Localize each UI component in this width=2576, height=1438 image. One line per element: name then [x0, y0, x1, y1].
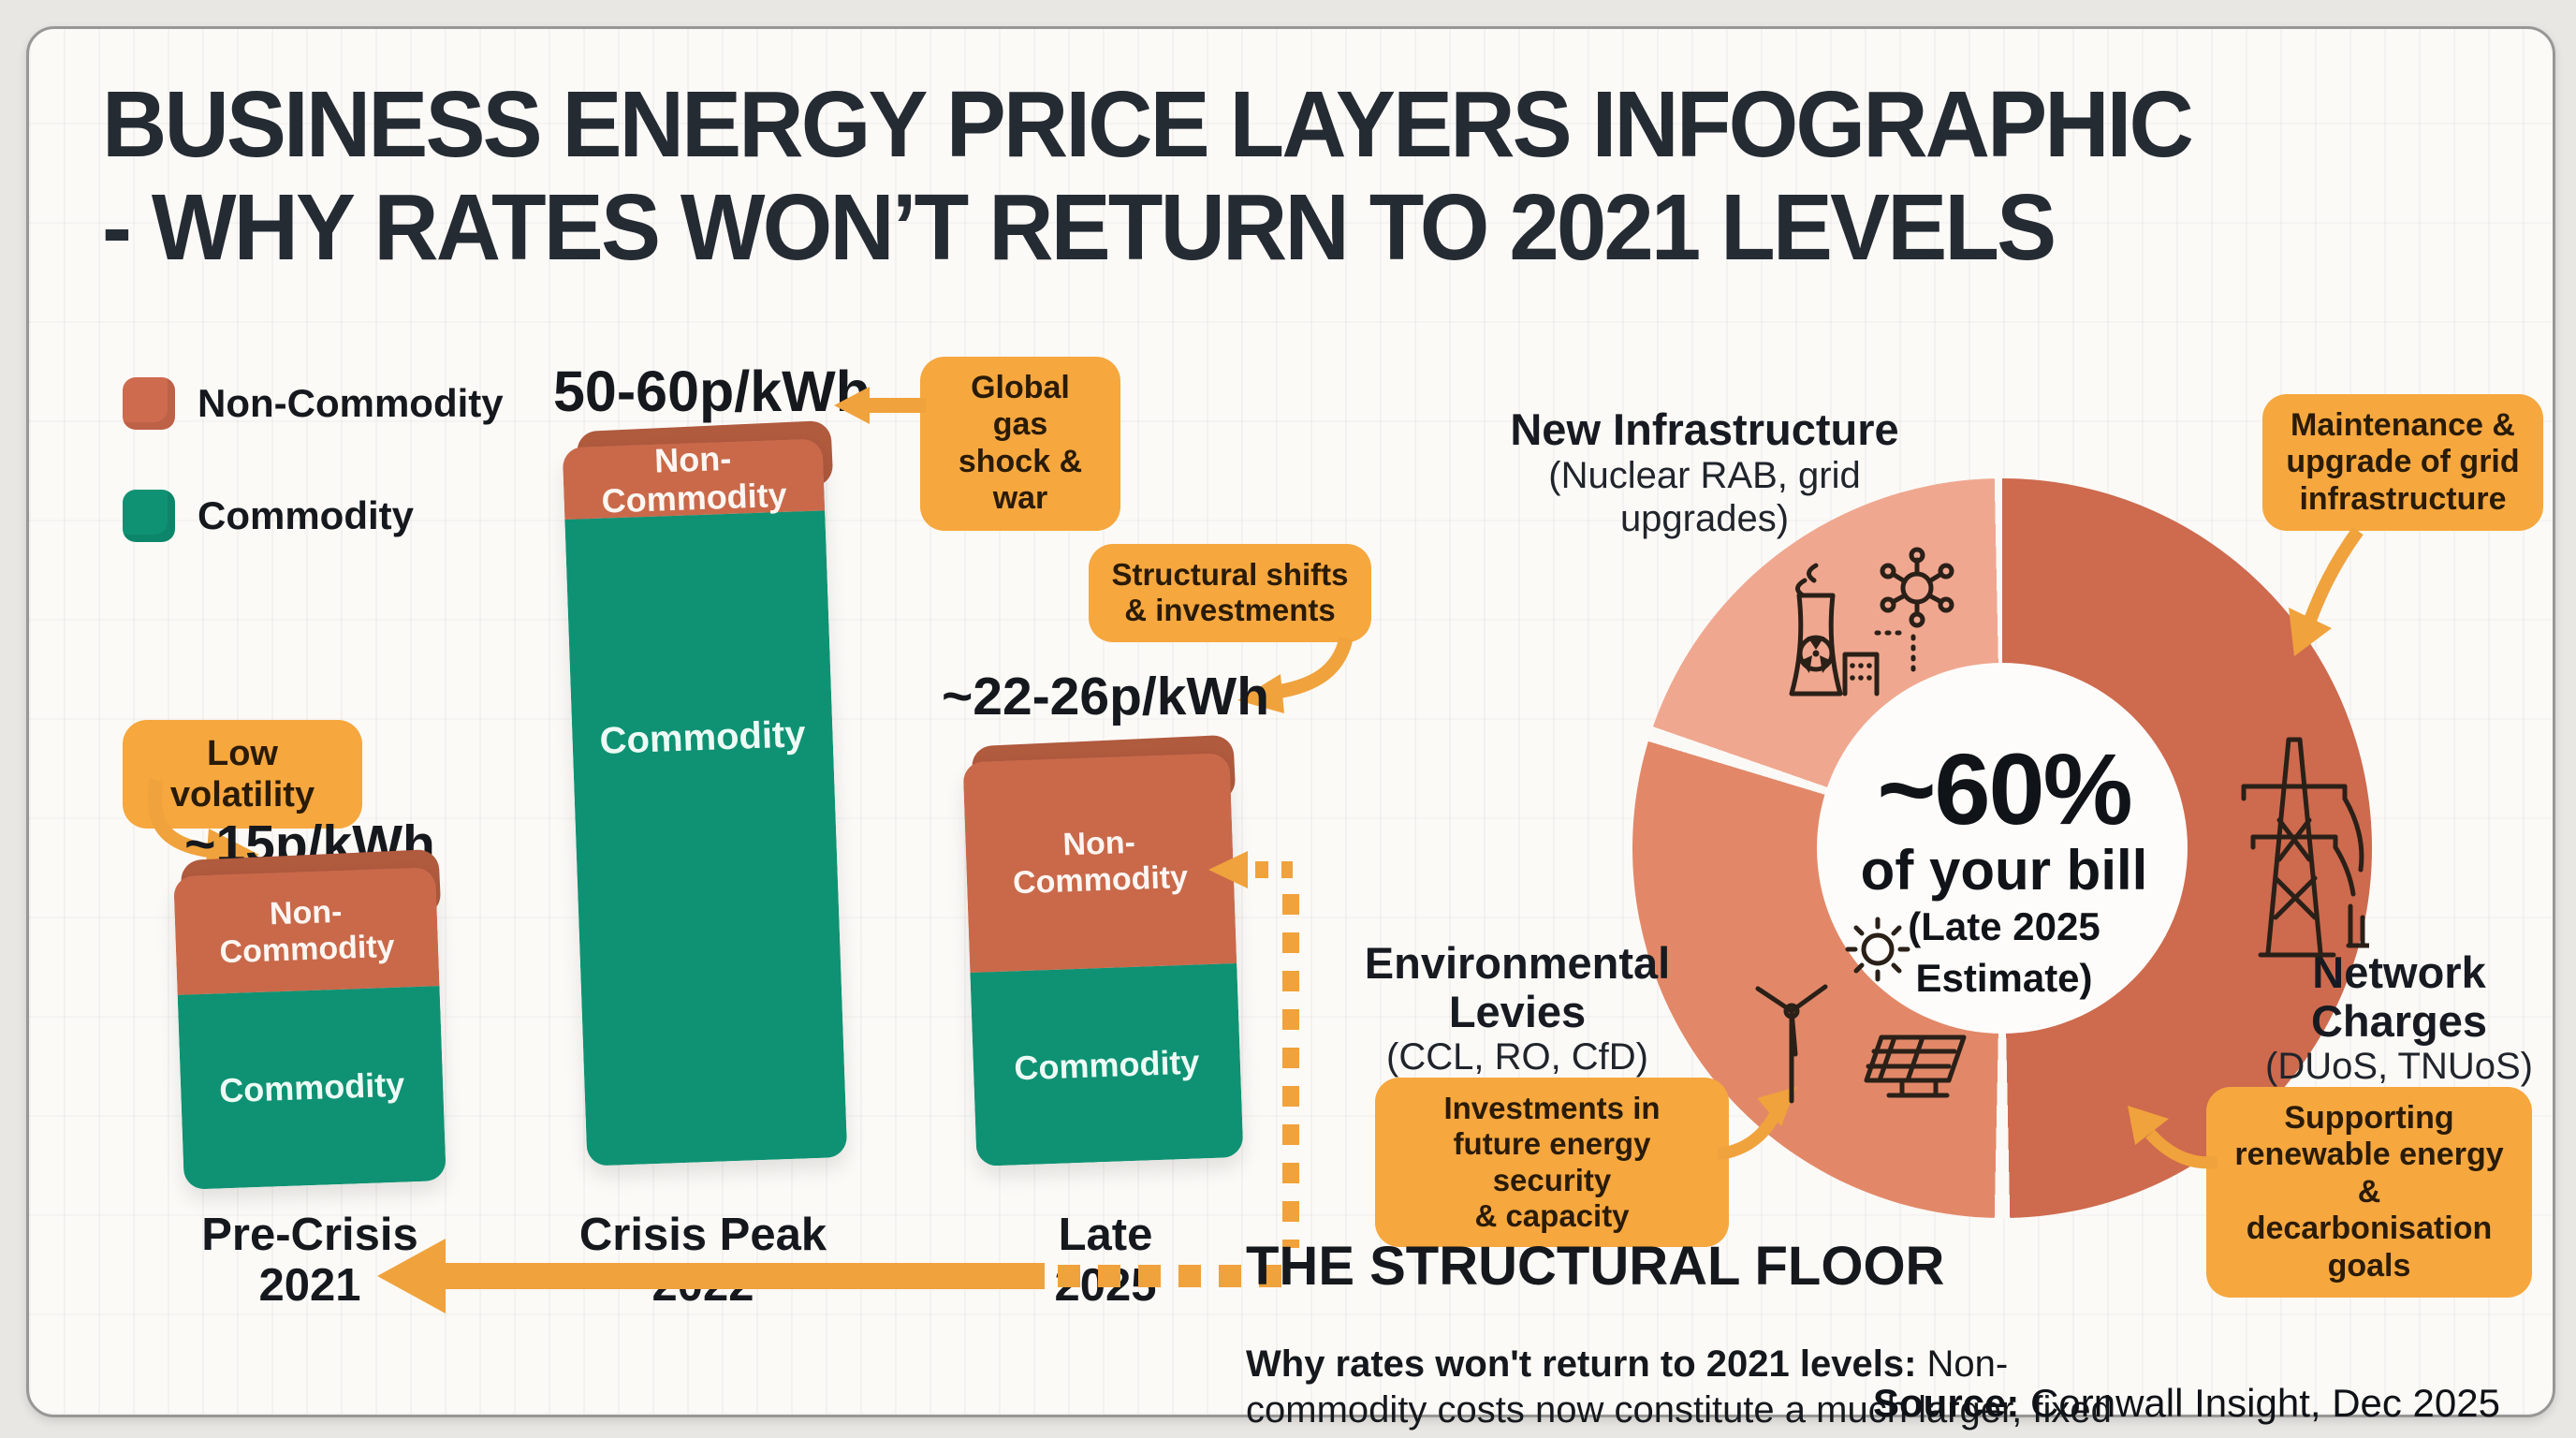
bar-value-label: ~22-26p/kWh	[942, 667, 1270, 726]
structural-floor-body-lead: Why rates won't return to 2021 levels:	[1246, 1343, 1917, 1385]
page-title-line2: - WHY RATES WON’T RETURN TO 2021 LEVELS	[102, 175, 2056, 280]
donut-label-new-infrastructure: New Infrastructure (Nuclear RAB, grid up…	[1424, 405, 1985, 540]
source-text: Cornwall Insight, Dec 2025	[2019, 1381, 2500, 1425]
structural-floor-arrow-icon	[377, 851, 1299, 1313]
non-commodity-swatch	[123, 377, 175, 430]
section-title: Network Charges	[2310, 947, 2488, 1046]
donut-label-environmental-levies: Environmental Levies (CCL, RO, CfD)	[1330, 939, 1705, 1078]
nuclear-plant-icon	[1789, 547, 1954, 697]
bar-value-label: 50-60p/kWh	[553, 360, 871, 423]
legend-label: Non-Commodity	[198, 381, 504, 425]
structural-shifts-callout: Structural shifts & investments	[1089, 544, 1371, 642]
investments-callout: Investments in future energy security & …	[1375, 1078, 1729, 1248]
maintenance-arrow-icon	[2289, 526, 2364, 656]
source-label: Source:	[1873, 1381, 2020, 1425]
bar-segment-non-commodity: Non-Commodity	[562, 438, 826, 521]
legend-item-commodity: Commodity	[123, 490, 414, 542]
section-subtitle: (CCL, RO, CfD)	[1386, 1036, 1648, 1078]
structural-floor-body-rest: Non-commodity costs now constitute a muc…	[1246, 1343, 2112, 1438]
global-gas-callout: Global gas shock & war	[920, 357, 1120, 531]
legend-item-non-commodity: Non-Commodity	[123, 377, 504, 430]
bar-category-label: Pre-Crisis 2021	[201, 1210, 418, 1311]
structural-floor-body: Why rates won't return to 2021 levels: N…	[1246, 1342, 2182, 1438]
section-title: Environmental Levies	[1364, 938, 1671, 1036]
legend-label: Commodity	[198, 493, 414, 537]
donut-percentage: ~60%	[1877, 732, 2132, 845]
donut-center-line3: (Late 2025 Estimate)	[1908, 904, 2100, 1000]
supporting-renewables-arrow-icon	[2128, 1106, 2218, 1169]
structural-shifts-arrow-icon	[1237, 637, 1354, 713]
page-title-line1: BUSINESS ENERGY PRICE LAYERS INFOGRAPHIC	[102, 72, 2194, 177]
infographic-card: BUSINESS ENERGY PRICE LAYERS INFOGRAPHIC…	[26, 26, 2555, 1438]
source-attribution: Source: Cornwall Insight, Dec 2025	[1873, 1381, 2500, 1426]
renewables-icon	[1755, 917, 1967, 1104]
global-gas-arrow-icon	[834, 387, 926, 424]
donut-label-network-charges: Network Charges (DUoS, TNUoS)	[2212, 948, 2576, 1088]
donut-center-line2: of your bill	[1860, 839, 2148, 902]
structural-floor-heading: THE STRUCTURAL FLOOR	[1246, 1236, 1945, 1297]
section-subtitle: (DUoS, TNUoS)	[2265, 1046, 2533, 1088]
investments-arrow-icon	[1716, 1087, 1796, 1161]
maintenance-callout: Maintenance & upgrade of grid infrastruc…	[2262, 394, 2543, 532]
section-subtitle: (Nuclear RAB, grid upgrades)	[1548, 454, 1861, 539]
commodity-swatch	[123, 490, 175, 542]
donut-center-label: ~60% of your bill (Late 2025 Estimate)	[1817, 739, 2191, 1004]
supporting-renewables-callout: Supporting renewable energy & decarbonis…	[2206, 1087, 2532, 1299]
section-title: New Infrastructure	[1510, 404, 1899, 454]
transmission-tower-icon	[2241, 737, 2369, 958]
